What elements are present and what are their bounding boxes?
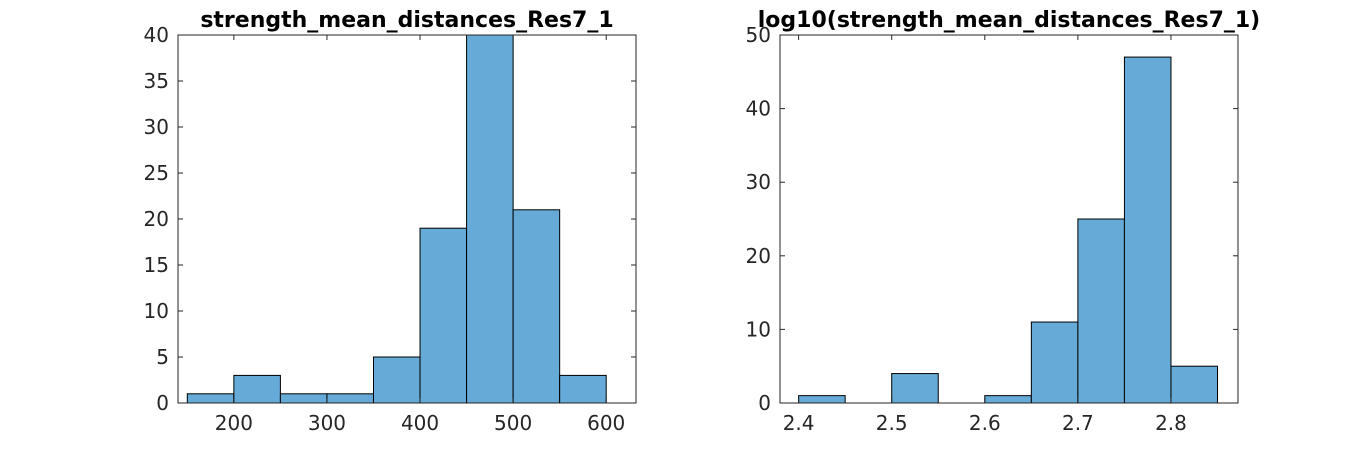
chart-title: strength_mean_distances_Res7_1 [200, 8, 613, 33]
y-tick-label: 35 [144, 69, 169, 93]
histogram-bar [419, 227, 468, 404]
axes-frame [177, 34, 637, 404]
x-tick-label: 2.8 [1155, 411, 1187, 435]
y-tick-label: 40 [144, 23, 169, 47]
histogram-bar [1030, 321, 1079, 404]
x-tick-label: 2.7 [1062, 411, 1094, 435]
histogram-bar [186, 393, 235, 404]
y-tick-label: 10 [144, 299, 169, 323]
x-tick-label: 400 [401, 411, 439, 435]
histogram-left: 200 300 400 500 600 0 5 10 15 20 25 30 35 40 strength_… [144, 8, 637, 435]
x-tick-label: 200 [215, 411, 253, 435]
histogram-bar [512, 209, 561, 404]
y-tick-label: 0 [156, 391, 169, 415]
axes-frame [779, 34, 1239, 404]
y-tick-label: 30 [746, 170, 771, 194]
histogram-bar [1077, 218, 1125, 404]
x-tick-label: 500 [494, 411, 532, 435]
histogram-bar [326, 393, 374, 404]
y-tick-label: 25 [144, 161, 169, 185]
y-tick-label: 15 [144, 253, 169, 277]
y-tick-label: 10 [746, 317, 771, 341]
x-tick-label: 600 [587, 411, 625, 435]
y-tick-label: 0 [758, 391, 771, 415]
histogram-bar [233, 374, 281, 404]
histogram-right: 2.4 2.5 2.6 2.7 2.8 0 10 20 30 40 50log10(strength… [746, 8, 1261, 435]
x-tick-label: 2.5 [876, 411, 908, 435]
y-tick-label: 40 [746, 97, 771, 121]
histogram-bar [798, 395, 846, 404]
histogram-bar [466, 34, 514, 404]
histogram-bar [559, 374, 607, 404]
histogram-bar [1123, 56, 1172, 404]
histogram-bar [891, 373, 939, 404]
x-tick-label: 2.4 [783, 411, 815, 435]
histogram-bar [984, 395, 1032, 404]
y-tick-label: 20 [144, 207, 169, 231]
y-tick-label: 50 [746, 23, 771, 47]
chart-title: log10(strength_mean_distances_Res7_1) [758, 8, 1261, 33]
histogram-bar [372, 356, 421, 404]
x-tick-label: 2.6 [969, 411, 1001, 435]
histogram-bar [279, 393, 328, 404]
histogram-bar [1170, 365, 1219, 404]
x-tick-label: 300 [308, 411, 346, 435]
y-tick-label: 5 [156, 345, 169, 369]
y-tick-label: 20 [746, 244, 771, 268]
y-tick-label: 30 [144, 115, 169, 139]
